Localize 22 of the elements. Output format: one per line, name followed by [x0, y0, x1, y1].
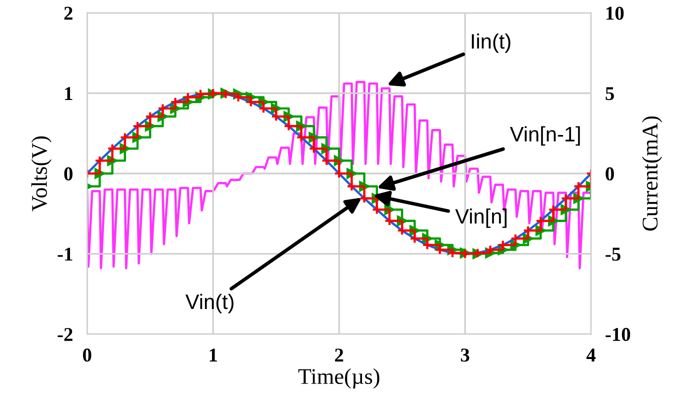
y-tick-label: 1: [65, 87, 72, 100]
y2-axis-title: Current(mA): [642, 116, 662, 231]
y-tick-label: -1: [58, 248, 72, 261]
x-axis-title: Time(µs): [298, 368, 380, 389]
y-tick-label: -2: [58, 328, 72, 341]
y-tick-label: 2: [64, 6, 72, 20]
annotation: Vin[n-1]: [510, 126, 580, 146]
x-tick-label: 4: [586, 348, 596, 362]
x-tick-label: 1: [210, 348, 217, 362]
y2-tick-label: 10: [606, 6, 624, 20]
y-axis-title: Volts(V): [31, 136, 52, 212]
y2-tick-label: 5: [606, 87, 614, 100]
y2-tick-label: -5: [606, 248, 620, 261]
y-tick-label: 0: [64, 167, 72, 180]
y2-tick-label: 0: [606, 167, 614, 180]
annotation: Vin(t): [185, 294, 234, 314]
x-tick-label: 2: [335, 348, 344, 362]
x-tick-label: 3: [460, 348, 470, 362]
annotation: Vin[n]: [455, 208, 507, 228]
annotation: Iin(t): [472, 33, 510, 53]
x-tick-label: 0: [83, 348, 92, 362]
y2-tick-label: -10: [606, 328, 630, 342]
